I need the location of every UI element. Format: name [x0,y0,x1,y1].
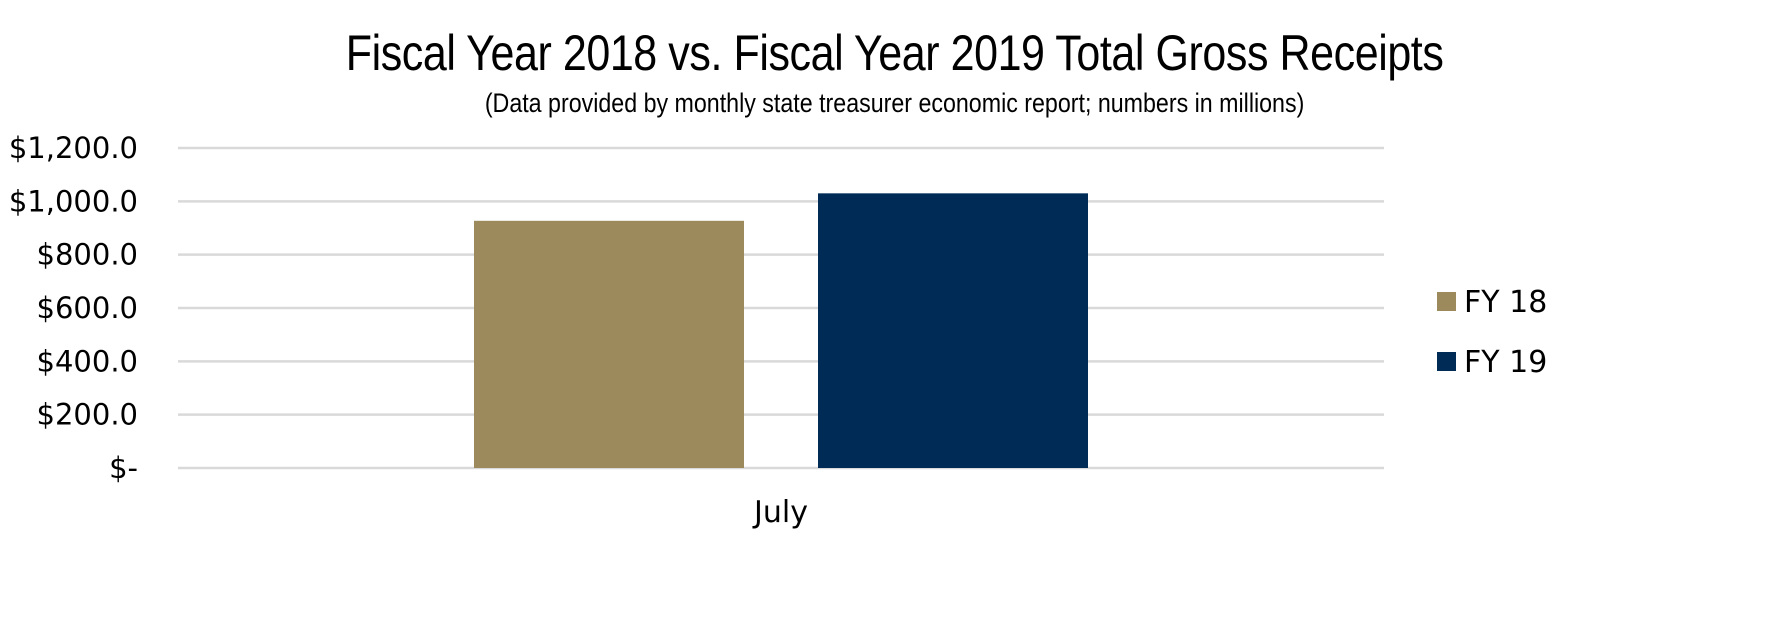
legend-label: FY 18 [1464,285,1547,320]
bar-fy-18 [474,220,744,468]
x-axis-categories: July [752,495,808,530]
y-tick-label: $1,200.0 [9,131,138,165]
legend: FY 18 FY 19 [1437,285,1547,380]
chart-title: Fiscal Year 2018 vs. Fiscal Year 2019 To… [345,25,1444,81]
y-tick-label: $200.0 [37,398,138,432]
gridlines [178,146,1384,470]
y-tick-label: $600.0 [37,291,138,325]
legend-swatch [1437,292,1456,311]
chart-subtitle: (Data provided by monthly state treasure… [484,88,1305,118]
y-tick-label: $- [109,451,138,485]
legend-label: FY 19 [1464,345,1547,380]
x-category-label: July [752,495,808,530]
bar-fy-19 [818,193,1088,469]
bars [474,193,1088,469]
y-tick-label: $400.0 [37,344,138,378]
y-tick-label: $800.0 [37,238,138,272]
legend-swatch [1437,352,1456,371]
y-tick-label: $1,000.0 [9,184,138,218]
y-axis-ticks: $- $200.0 $400.0 $600.0 $800.0 $1,000.0 $1,200… [9,131,138,485]
